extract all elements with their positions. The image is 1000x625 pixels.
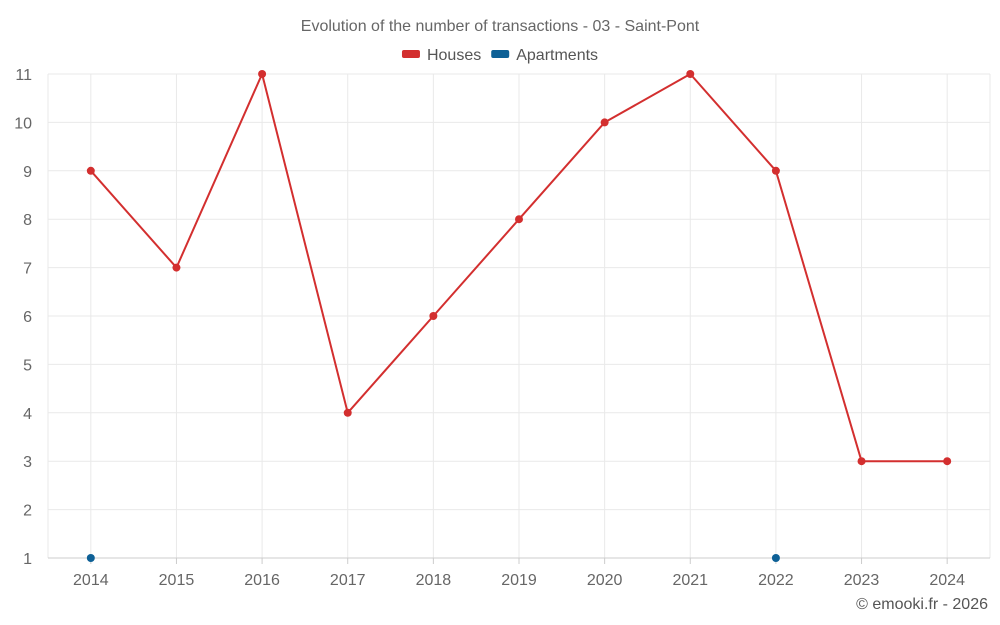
- data-point-houses[interactable]: [857, 457, 866, 466]
- y-tick-label: 10: [14, 115, 32, 132]
- y-tick-label: 3: [23, 454, 32, 471]
- data-point-houses[interactable]: [943, 457, 952, 466]
- data-point-apartments[interactable]: [86, 554, 95, 562]
- data-point-houses[interactable]: [515, 215, 523, 224]
- credit-text: © emooki.fr - 2026: [856, 596, 988, 613]
- data-point-houses[interactable]: [429, 312, 438, 320]
- data-point-houses[interactable]: [771, 166, 780, 175]
- x-tick-label: 2023: [844, 572, 880, 589]
- data-point-apartments[interactable]: [771, 554, 780, 562]
- x-tick-label: 2019: [501, 572, 537, 589]
- x-tick-label: 2018: [416, 572, 452, 589]
- legend-item-apartments[interactable]: Apartments: [491, 47, 598, 64]
- y-tick-label: 2: [23, 503, 32, 520]
- legend-swatch-apartments: [491, 50, 510, 58]
- series: [86, 70, 952, 562]
- y-tick-label: 9: [23, 164, 32, 181]
- x-tick-label: 2024: [929, 572, 965, 589]
- y-tick-label: 4: [23, 406, 32, 423]
- legend-label-apartments: Apartments: [516, 47, 598, 64]
- grid: [47, 73, 991, 558]
- x-tick-label: 2022: [758, 572, 794, 589]
- x-tick-label: 2016: [244, 572, 280, 589]
- legend-item-houses[interactable]: Houses: [401, 47, 481, 64]
- y-tick-label: 8: [23, 212, 32, 229]
- legend-swatch-houses: [401, 50, 420, 58]
- series-apartments: [86, 554, 780, 562]
- chart-title: Evolution of the number of transactions …: [301, 18, 700, 35]
- x-tick-label: 2020: [587, 572, 623, 589]
- data-point-houses[interactable]: [258, 70, 267, 78]
- y-tick-label: 11: [15, 67, 32, 84]
- data-point-houses[interactable]: [86, 166, 95, 175]
- y-tick-label: 5: [23, 357, 32, 374]
- x-tick-label: 2014: [73, 572, 109, 589]
- legend-label-houses: Houses: [427, 47, 481, 64]
- y-tick-label: 7: [23, 261, 32, 278]
- series-houses: [86, 70, 952, 466]
- x-tick-label: 2015: [159, 572, 195, 589]
- x-tick-label: 2017: [330, 572, 366, 589]
- data-point-houses[interactable]: [600, 118, 609, 127]
- y-tick-label: 1: [23, 551, 32, 568]
- axes: 1 2 3 4 5 6 7 8 9 10 11 2014 2015 2016 2017 2018 2019 202…: [14, 67, 990, 589]
- data-point-houses[interactable]: [172, 263, 181, 272]
- data-point-houses[interactable]: [686, 70, 695, 78]
- y-tick-label: 6: [23, 309, 32, 326]
- legend: Houses Apartments: [401, 47, 598, 64]
- x-tick-label: 2021: [672, 572, 708, 589]
- data-point-houses[interactable]: [343, 408, 352, 417]
